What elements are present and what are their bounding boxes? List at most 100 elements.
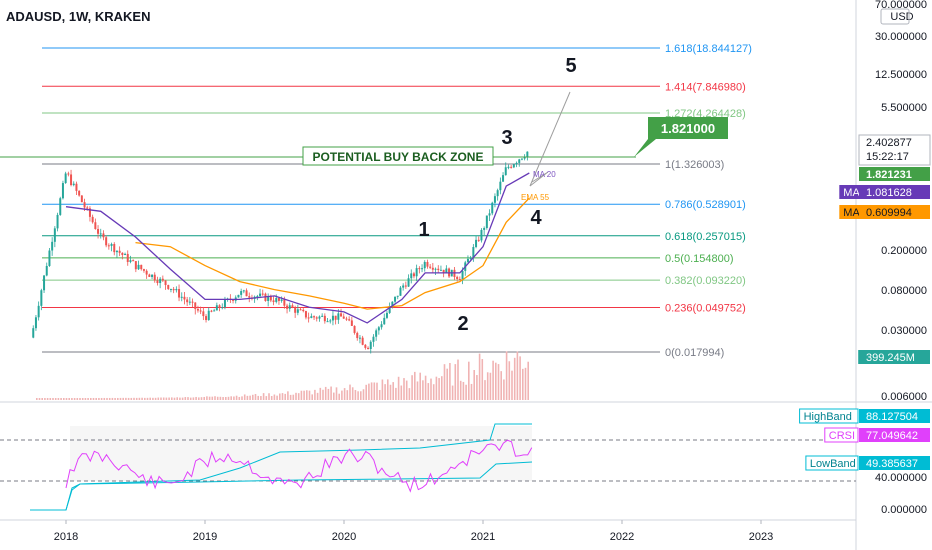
volume-bar — [133, 397, 135, 400]
volume-bar — [87, 397, 89, 400]
candle-body — [380, 324, 383, 328]
fib-label-1.414: 1.414(7.846980) — [665, 81, 746, 93]
badge-value-bg — [859, 167, 930, 181]
wave-label-1: 1 — [418, 219, 429, 241]
currency-button[interactable] — [880, 8, 910, 25]
volume-bar — [324, 386, 327, 400]
volume-bar — [306, 390, 308, 400]
candle-body — [415, 268, 418, 277]
candle-body — [34, 317, 37, 329]
candle-body — [407, 278, 410, 287]
candle-body — [396, 295, 399, 297]
candle-body — [518, 159, 521, 163]
candle-body — [469, 257, 472, 259]
volume-bar — [181, 397, 184, 400]
candle-body — [423, 261, 426, 269]
candle-body — [259, 293, 262, 297]
volume-bar — [208, 396, 211, 400]
candle-body — [45, 265, 48, 276]
candle-body — [115, 250, 118, 253]
volume-bar — [238, 396, 241, 400]
volume-bar — [138, 397, 141, 400]
volume-bar — [260, 396, 262, 400]
candle-body — [256, 296, 259, 298]
candle-body — [72, 183, 75, 186]
volume-bar — [314, 389, 316, 400]
volume-bar — [254, 393, 257, 400]
volume-bar — [378, 389, 381, 400]
volume-bar — [235, 395, 238, 400]
volume-bar — [419, 372, 421, 400]
volume-bar — [214, 396, 216, 400]
volume-bar — [303, 390, 305, 400]
volume-bar — [459, 380, 462, 400]
candle-body — [213, 310, 216, 312]
time-tick-label: 2020 — [332, 531, 356, 543]
volume-bar — [130, 397, 133, 400]
volume-bar — [243, 394, 246, 400]
candle-body — [159, 278, 162, 284]
volume-bar — [522, 368, 524, 400]
volume-bar — [111, 397, 114, 400]
volume-bar — [495, 362, 497, 400]
candle-body — [385, 312, 388, 318]
fib-label-0.236: 0.236(0.049752) — [665, 303, 746, 315]
volume-bar — [392, 382, 394, 400]
volume-bar — [357, 391, 359, 400]
volume-bar — [125, 397, 127, 400]
candle-body — [64, 173, 67, 184]
volume-bar — [49, 398, 52, 400]
volume-bar — [233, 396, 235, 400]
volume-bar — [71, 397, 73, 400]
volume-bar — [108, 397, 111, 400]
candle-body — [431, 267, 434, 270]
volume-bar — [92, 397, 95, 400]
candle-body — [80, 195, 83, 203]
rsi-badge-label: CRSI — [829, 430, 855, 442]
time-tick-label: 2019 — [193, 531, 217, 543]
volume-bar — [81, 397, 84, 400]
volume-bar — [395, 387, 397, 400]
price-tick-label: 0.030000 — [881, 325, 927, 337]
currency-label[interactable]: USD — [890, 11, 913, 23]
candle-body — [124, 253, 127, 255]
candle-body — [426, 261, 429, 267]
volume-bar — [457, 359, 459, 400]
wave-projection-line[interactable] — [529, 91, 571, 187]
candle-body — [480, 229, 483, 241]
volume-bar — [73, 397, 76, 400]
candle-body — [242, 290, 245, 292]
candle-body — [342, 316, 345, 319]
candle-body — [361, 337, 364, 345]
volume-bar — [451, 385, 454, 400]
fib-label-0.618: 0.618(0.257015) — [665, 231, 746, 243]
volume-bar — [289, 394, 292, 400]
candle-body — [350, 320, 353, 326]
buy-zone-box[interactable] — [302, 146, 494, 166]
volume-bar — [249, 395, 251, 400]
badge-value-bg — [859, 185, 930, 199]
volume-bar — [368, 383, 370, 400]
candle-body — [261, 293, 264, 295]
rsi-axis-ticks: 40.000000 0.000000 — [875, 472, 927, 516]
fibonacci-levels[interactable]: 1.618(18.844127) 1.414(7.846980) 1.272(4.2… — [42, 43, 752, 359]
volume-bar — [200, 397, 203, 400]
rsi-badge-label: LowBand — [810, 458, 856, 470]
candle-body — [102, 233, 105, 238]
candle-body — [418, 268, 421, 270]
volume-bar — [295, 392, 297, 400]
volume-bar — [478, 353, 481, 400]
candle-body — [399, 287, 402, 296]
price-callout-box[interactable] — [634, 117, 728, 157]
volume-bar — [149, 397, 151, 400]
volume-bar — [119, 397, 122, 400]
candle-body — [402, 285, 405, 288]
volume-bar — [57, 398, 60, 400]
candle-body — [56, 214, 59, 229]
candle-body — [456, 276, 459, 279]
candle-body — [83, 202, 86, 208]
volume-bar — [311, 394, 313, 400]
candle-body — [145, 270, 148, 275]
candle-body — [358, 337, 361, 339]
